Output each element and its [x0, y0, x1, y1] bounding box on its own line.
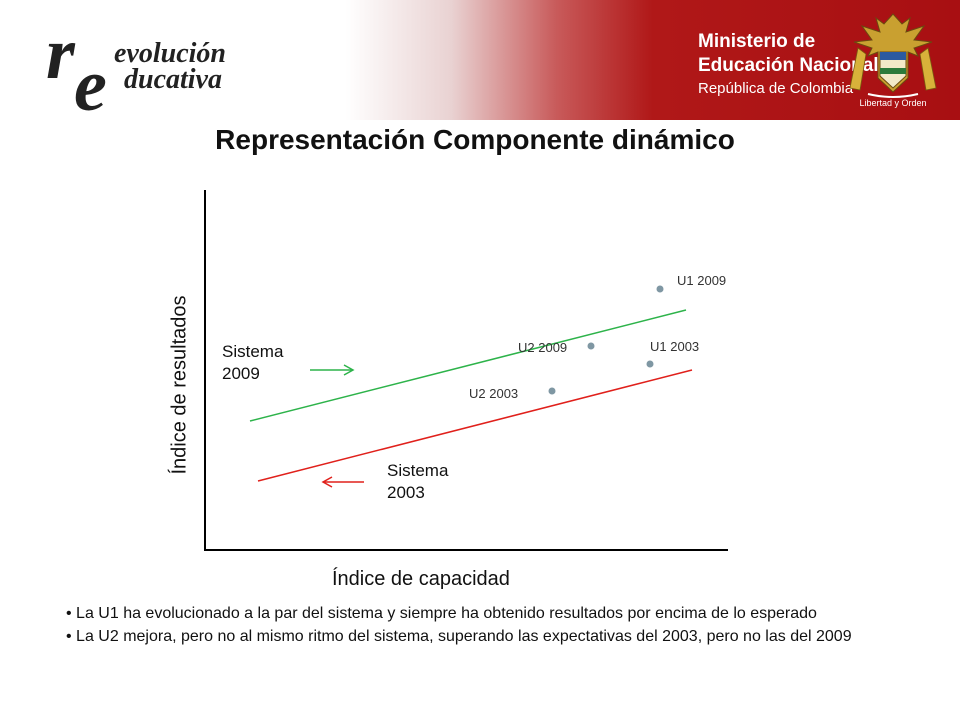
bullet-list: • La U1 ha evolucionado a la par del sis… — [66, 602, 886, 648]
coat-of-arms-icon: Libertad y Orden — [838, 8, 948, 118]
point-u2-2003 — [548, 387, 556, 395]
label-u1-2009: U1 2009 — [677, 273, 727, 288]
sistema-2003-line-2: 2003 — [387, 483, 425, 502]
sistema-2009-label: Sistema 2009 — [222, 341, 302, 385]
arrow-right-icon — [310, 364, 355, 376]
label-u2-2009: U2 2009 — [518, 340, 568, 355]
sistema-2009-line — [249, 309, 687, 422]
sistema-2009-line-2: 2009 — [222, 364, 260, 383]
ministry-name: Ministerio de Educación Nacional Repúbli… — [698, 30, 879, 100]
slide-title: Representación Componente dinámico — [215, 124, 735, 155]
bullet-item: • La U2 mejora, pero no al mismo ritmo d… — [66, 625, 886, 648]
point-u2-2009 — [587, 342, 595, 350]
sistema-2003-line — [257, 369, 693, 482]
y-axis-label: Índice de resultados — [168, 295, 191, 475]
coat-caption: Libertad y Orden — [859, 98, 927, 108]
point-u1-2009 — [656, 285, 664, 293]
logo-word-revolucion: evolución — [114, 38, 226, 69]
ministry-line-2: Educación Nacional — [698, 55, 879, 76]
point-u1-2003 — [646, 360, 654, 368]
revolucion-educativa-logo: r e evolución ducativa — [46, 13, 266, 120]
bullet-item: • La U1 ha evolucionado a la par del sis… — [66, 602, 886, 625]
logo-initial-e: e — [74, 45, 107, 120]
bullet-text: • La U2 mejora, pero no al mismo ritmo d… — [66, 628, 852, 645]
logo-word-educativa: ducativa — [124, 64, 222, 95]
ministry-line-1: Ministerio de — [698, 31, 816, 52]
header-banner: r e evolución ducativa Ministerio de Edu… — [0, 0, 960, 120]
sistema-2009-line-1: Sistema — [222, 342, 284, 361]
sistema-2003-line-1: Sistema — [387, 461, 449, 480]
sistema-2003-label: Sistema 2003 — [387, 460, 467, 504]
bullet-text: • La U1 ha evolucionado a la par del sis… — [66, 605, 817, 622]
label-u1-2003: U1 2003 — [650, 339, 700, 354]
label-u2-2003: U2 2003 — [469, 386, 519, 401]
x-axis-label: Índice de capacidad — [332, 568, 510, 590]
ministry-line-3: República de Colombia — [698, 80, 854, 97]
logo-initial-r: r — [46, 13, 75, 95]
arrow-left-icon — [321, 476, 364, 488]
